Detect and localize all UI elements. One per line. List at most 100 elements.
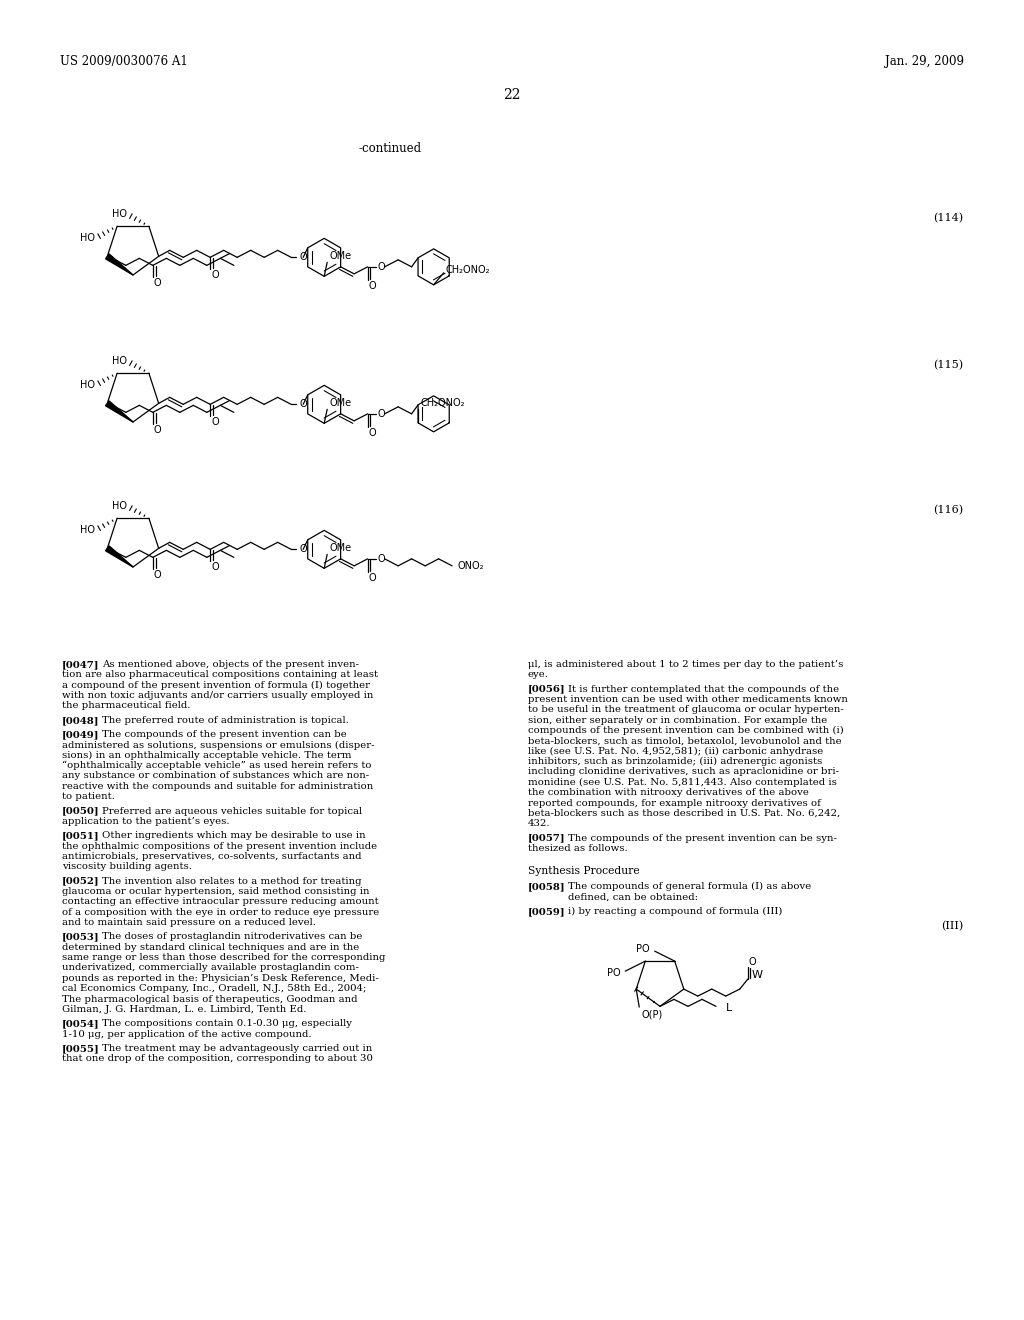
Text: μl, is administered about 1 to 2 times per day to the patient’s: μl, is administered about 1 to 2 times p… bbox=[528, 660, 844, 669]
Text: The compounds of general formula (I) as above: The compounds of general formula (I) as … bbox=[568, 882, 811, 891]
Text: OMe: OMe bbox=[329, 399, 351, 408]
Text: (116): (116) bbox=[933, 504, 963, 515]
Text: of a composition with the eye in order to reduce eye pressure: of a composition with the eye in order t… bbox=[62, 908, 379, 916]
Polygon shape bbox=[105, 546, 133, 568]
Text: HO: HO bbox=[80, 525, 95, 535]
Text: O: O bbox=[369, 428, 376, 438]
Text: [0055]: [0055] bbox=[62, 1044, 99, 1053]
Text: 22: 22 bbox=[503, 88, 521, 102]
Text: HO: HO bbox=[112, 502, 127, 511]
Text: cal Economics Company, Inc., Oradell, N.J., 58th Ed., 2004;: cal Economics Company, Inc., Oradell, N.… bbox=[62, 985, 367, 993]
Text: O: O bbox=[299, 400, 307, 409]
Text: the pharmaceutical field.: the pharmaceutical field. bbox=[62, 701, 190, 710]
Text: viscosity building agents.: viscosity building agents. bbox=[62, 862, 193, 871]
Text: (III): (III) bbox=[941, 921, 963, 932]
Text: sion, either separately or in combination. For example the: sion, either separately or in combinatio… bbox=[528, 715, 827, 725]
Text: Other ingredients which may be desirable to use in: Other ingredients which may be desirable… bbox=[102, 832, 366, 841]
Text: defined, can be obtained:: defined, can be obtained: bbox=[568, 892, 698, 902]
Text: HO: HO bbox=[112, 356, 127, 366]
Text: CH₂ONO₂: CH₂ONO₂ bbox=[445, 265, 490, 275]
Text: [0048]: [0048] bbox=[62, 715, 99, 725]
Text: Synthesis Procedure: Synthesis Procedure bbox=[528, 866, 640, 876]
Text: As mentioned above, objects of the present inven-: As mentioned above, objects of the prese… bbox=[102, 660, 359, 669]
Text: [0049]: [0049] bbox=[62, 730, 99, 739]
Text: [0056]: [0056] bbox=[528, 685, 565, 694]
Text: thesized as follows.: thesized as follows. bbox=[528, 843, 628, 853]
Text: PO: PO bbox=[606, 968, 621, 978]
Text: with non toxic adjuvants and/or carriers usually employed in: with non toxic adjuvants and/or carriers… bbox=[62, 692, 374, 700]
Text: monidine (see U.S. Pat. No. 5,811,443. Also contemplated is: monidine (see U.S. Pat. No. 5,811,443. A… bbox=[528, 777, 837, 787]
Text: O: O bbox=[154, 570, 162, 581]
Text: beta-blockers such as those described in U.S. Pat. No. 6,242,: beta-blockers such as those described in… bbox=[528, 809, 841, 818]
Text: reported compounds, for example nitrooxy derivatives of: reported compounds, for example nitrooxy… bbox=[528, 799, 821, 808]
Text: to be useful in the treatment of glaucoma or ocular hyperten-: to be useful in the treatment of glaucom… bbox=[528, 705, 844, 714]
Text: O: O bbox=[369, 281, 376, 290]
Text: O: O bbox=[211, 417, 219, 428]
Text: “ophthalmically acceptable vehicle” as used herein refers to: “ophthalmically acceptable vehicle” as u… bbox=[62, 762, 372, 771]
Text: Jan. 29, 2009: Jan. 29, 2009 bbox=[885, 55, 964, 69]
Text: O: O bbox=[211, 562, 219, 573]
Text: O: O bbox=[299, 252, 307, 263]
Polygon shape bbox=[105, 401, 133, 422]
Text: The invention also relates to a method for treating: The invention also relates to a method f… bbox=[102, 876, 361, 886]
Text: The compounds of the present invention can be syn-: The compounds of the present invention c… bbox=[568, 834, 837, 842]
Text: eye.: eye. bbox=[528, 671, 549, 680]
Text: HO: HO bbox=[80, 234, 95, 243]
Text: (114): (114) bbox=[933, 213, 963, 223]
Text: 1-10 μg, per application of the active compound.: 1-10 μg, per application of the active c… bbox=[62, 1030, 311, 1039]
Text: the ophthalmic compositions of the present invention include: the ophthalmic compositions of the prese… bbox=[62, 842, 377, 850]
Text: O(P): O(P) bbox=[641, 1008, 663, 1019]
Text: O: O bbox=[154, 425, 162, 436]
Text: reactive with the compounds and suitable for administration: reactive with the compounds and suitable… bbox=[62, 781, 374, 791]
Text: (115): (115) bbox=[933, 360, 963, 370]
Text: that one drop of the composition, corresponding to about 30: that one drop of the composition, corres… bbox=[62, 1055, 373, 1063]
Text: [0052]: [0052] bbox=[62, 876, 99, 886]
Text: contacting an effective intraocular pressure reducing amount: contacting an effective intraocular pres… bbox=[62, 898, 379, 907]
Text: Preferred are aqueous vehicles suitable for topical: Preferred are aqueous vehicles suitable … bbox=[102, 807, 362, 816]
Text: L: L bbox=[726, 1003, 732, 1014]
Text: [0047]: [0047] bbox=[62, 660, 99, 669]
Text: same range or less than those described for the corresponding: same range or less than those described … bbox=[62, 953, 385, 962]
Text: a compound of the present invention of formula (I) together: a compound of the present invention of f… bbox=[62, 681, 370, 690]
Text: O: O bbox=[378, 554, 385, 564]
Text: and to maintain said pressure on a reduced level.: and to maintain said pressure on a reduc… bbox=[62, 917, 316, 927]
Text: antimicrobials, preservatives, co-solvents, surfactants and: antimicrobials, preservatives, co-solven… bbox=[62, 851, 361, 861]
Text: beta-blockers, such as timolol, betaxolol, levobunolol and the: beta-blockers, such as timolol, betaxolo… bbox=[528, 737, 842, 746]
Text: The compositions contain 0.1-0.30 μg, especially: The compositions contain 0.1-0.30 μg, es… bbox=[102, 1019, 352, 1028]
Text: the combination with nitrooxy derivatives of the above: the combination with nitrooxy derivative… bbox=[528, 788, 809, 797]
Text: O: O bbox=[211, 271, 219, 280]
Text: sions) in an ophthalmically acceptable vehicle. The term: sions) in an ophthalmically acceptable v… bbox=[62, 751, 351, 760]
Text: ONO₂: ONO₂ bbox=[457, 561, 483, 570]
Text: US 2009/0030076 A1: US 2009/0030076 A1 bbox=[60, 55, 187, 69]
Text: OMe: OMe bbox=[329, 251, 351, 261]
Text: Gilman, J. G. Hardman, L. e. Limbird, Tenth Ed.: Gilman, J. G. Hardman, L. e. Limbird, Te… bbox=[62, 1005, 306, 1014]
Text: to patient.: to patient. bbox=[62, 792, 115, 801]
Text: The pharmacological basis of therapeutics, Goodman and: The pharmacological basis of therapeutic… bbox=[62, 994, 357, 1003]
Text: PO: PO bbox=[636, 944, 649, 954]
Text: O: O bbox=[154, 279, 162, 288]
Text: [0051]: [0051] bbox=[62, 832, 99, 841]
Text: O: O bbox=[749, 957, 757, 968]
Text: O: O bbox=[378, 261, 385, 272]
Text: HO: HO bbox=[80, 380, 95, 391]
Text: [0053]: [0053] bbox=[62, 932, 99, 941]
Text: administered as solutions, suspensions or emulsions (disper-: administered as solutions, suspensions o… bbox=[62, 741, 375, 750]
Text: compounds of the present invention can be combined with (i): compounds of the present invention can b… bbox=[528, 726, 844, 735]
Text: any substance or combination of substances which are non-: any substance or combination of substanc… bbox=[62, 771, 369, 780]
Text: underivatized, commercially available prostaglandin com-: underivatized, commercially available pr… bbox=[62, 964, 358, 973]
Text: CH₂ONO₂: CH₂ONO₂ bbox=[420, 397, 465, 408]
Text: W: W bbox=[752, 970, 763, 979]
Text: like (see U.S. Pat. No. 4,952,581); (ii) carbonic anhydrase: like (see U.S. Pat. No. 4,952,581); (ii)… bbox=[528, 747, 823, 756]
Text: OMe: OMe bbox=[329, 544, 351, 553]
Text: O: O bbox=[299, 544, 307, 554]
Text: HO: HO bbox=[112, 209, 127, 219]
Text: O: O bbox=[369, 573, 376, 583]
Text: pounds as reported in the: Physician’s Desk Reference, Medi-: pounds as reported in the: Physician’s D… bbox=[62, 974, 379, 983]
Text: [0054]: [0054] bbox=[62, 1019, 99, 1028]
Text: present invention can be used with other medicaments known: present invention can be used with other… bbox=[528, 696, 848, 704]
Text: i) by reacting a compound of formula (III): i) by reacting a compound of formula (II… bbox=[568, 907, 782, 916]
Text: The preferred route of administration is topical.: The preferred route of administration is… bbox=[102, 715, 349, 725]
Text: inhibitors, such as brinzolamide; (iii) adrenergic agonists: inhibitors, such as brinzolamide; (iii) … bbox=[528, 758, 822, 767]
Text: glaucoma or ocular hypertension, said method consisting in: glaucoma or ocular hypertension, said me… bbox=[62, 887, 370, 896]
Text: The compounds of the present invention can be: The compounds of the present invention c… bbox=[102, 730, 347, 739]
